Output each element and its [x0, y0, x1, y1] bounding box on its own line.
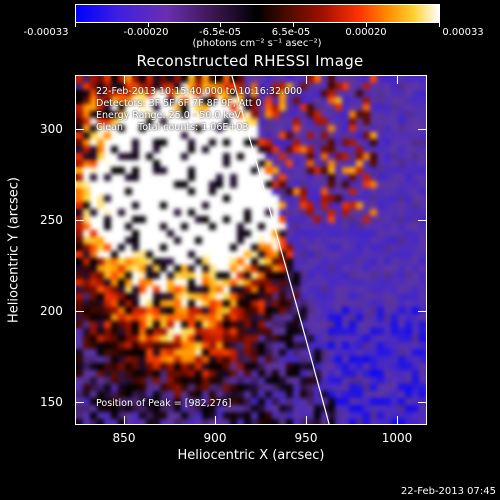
colorbar-tick-label: -0.00020 — [123, 27, 169, 38]
x-tick-label: 900 — [203, 431, 227, 445]
y-axis-title: Heliocentric Y (arcsec) — [6, 177, 22, 323]
plot-title: Reconstructed RHESSI Image — [136, 52, 364, 70]
colorbar-tick — [75, 22, 76, 27]
x-tick — [306, 75, 307, 84]
colorbar-tick-label: -0.00033 — [23, 27, 69, 38]
y-tick — [75, 220, 84, 221]
x-tick — [397, 416, 398, 425]
x-tick-label: 1000 — [381, 431, 413, 445]
image-plot-frame: 22-Feb-2013 10:15:40.000 to 10:16:32.000… — [75, 75, 427, 425]
info-detectors: Detectors: 3F 5F 6F 7F 8F 9F, Att 0 — [96, 98, 262, 109]
x-tick — [306, 416, 307, 425]
x-tick — [215, 416, 216, 425]
info-peak-position: Position of Peak = [982,276] — [96, 398, 232, 409]
y-tick — [418, 220, 427, 221]
y-tick-label: 300 — [40, 122, 63, 136]
y-tick-label: 200 — [40, 304, 63, 318]
plot-timestamp: 22-Feb-2013 07:45 — [400, 486, 496, 497]
colorbar-tick — [439, 22, 440, 27]
y-tick — [418, 311, 427, 312]
x-tick — [215, 75, 216, 84]
y-tick — [75, 129, 84, 130]
solar-limb-line — [231, 76, 330, 424]
info-clean-counts: Clean Total counts: 1.06E+03 — [96, 122, 249, 133]
x-tick — [397, 75, 398, 84]
colorbar-tick — [366, 22, 367, 27]
colorbar-tick-label: 6.5e-05 — [271, 27, 311, 38]
colorbar-tick-label: 0.00033 — [442, 27, 484, 38]
y-tick — [418, 402, 427, 403]
colorbar-units: (photons cm⁻² s⁻¹ asec⁻²) — [192, 38, 322, 49]
y-tick — [75, 311, 84, 312]
y-tick-label: 250 — [40, 213, 63, 227]
rhessi-image-heatmap — [76, 76, 426, 424]
colorbar-tick — [293, 22, 294, 27]
x-tick-label: 850 — [112, 431, 136, 445]
info-time-range: 22-Feb-2013 10:15:40.000 to 10:16:32.000 — [96, 86, 303, 97]
info-energy-range: Energy Range: 25.0 - 50.0 keV — [96, 110, 241, 121]
x-tick — [124, 75, 125, 84]
colorbar-tick — [220, 22, 221, 27]
y-tick — [75, 402, 84, 403]
colorbar-tick-label: 0.00020 — [345, 27, 387, 38]
colorbar — [75, 4, 440, 23]
colorbar-tick — [148, 22, 149, 27]
x-tick-label: 950 — [294, 431, 318, 445]
x-axis-title: Heliocentric X (arcsec) — [177, 448, 325, 463]
colorbar-tick-label: -6.5e-05 — [199, 27, 241, 38]
x-tick — [124, 416, 125, 425]
y-tick — [418, 129, 427, 130]
y-tick-label: 150 — [40, 395, 63, 409]
